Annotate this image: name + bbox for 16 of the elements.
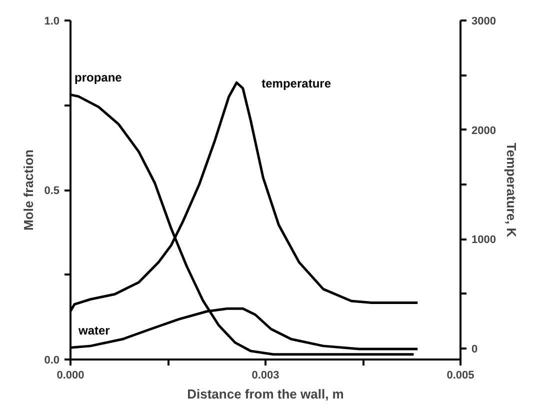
- x-axis-title: Distance from the wall, m: [187, 386, 344, 402]
- x-tick-label: 0.003: [252, 370, 280, 382]
- x-tick-label: 0.000: [56, 370, 84, 382]
- x-tick-label: 0.005: [446, 370, 474, 382]
- series-label: water: [78, 324, 110, 338]
- y2-tick-label: 1000: [472, 234, 496, 246]
- y2-tick-label: 0: [472, 344, 478, 356]
- y-tick-label: 0.0: [44, 354, 60, 366]
- y2-axis-title: Temperature, K: [504, 142, 519, 238]
- y-tick-label: 0.5: [44, 185, 60, 197]
- y2-tick-label: 3000: [472, 16, 496, 28]
- y-tick-label: 1.0: [44, 16, 60, 28]
- series-label: temperature: [262, 76, 332, 91]
- y-axis-title: Mole fraction: [21, 149, 36, 230]
- y2-tick-label: 2000: [472, 124, 496, 137]
- series-label: propane: [74, 70, 122, 85]
